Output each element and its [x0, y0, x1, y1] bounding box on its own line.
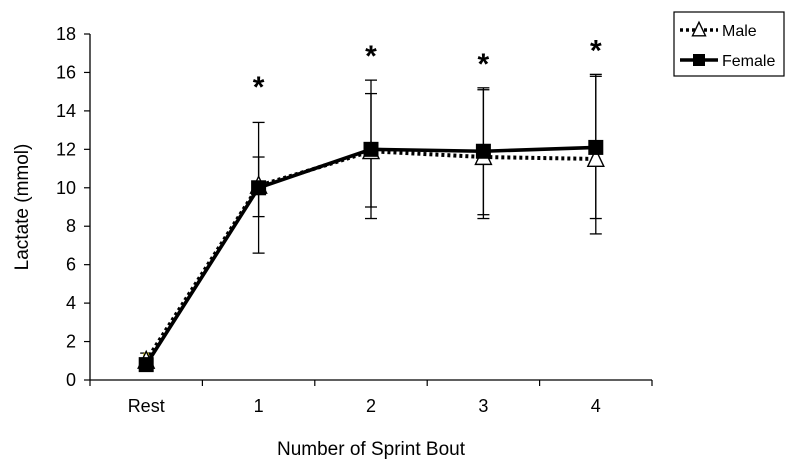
point-female-1: [251, 180, 267, 196]
y-tick-label: 6: [66, 255, 76, 275]
y-tick-label: 4: [66, 293, 76, 313]
x-tick-label: 4: [591, 396, 601, 416]
legend-marker-female: [693, 54, 705, 66]
legend-box: [673, 11, 785, 77]
y-tick-label: 14: [56, 101, 76, 121]
x-tick-label: 3: [478, 396, 488, 416]
error-bars: [140, 73, 602, 372]
x-tick-label: 2: [366, 396, 376, 416]
x-tick-label: Rest: [128, 396, 165, 416]
legend-label-male: Male: [722, 23, 757, 40]
point-female-rest: [138, 357, 154, 373]
legend: Male Female: [673, 11, 785, 77]
point-female-2: [363, 141, 379, 157]
y-tick-label: 16: [56, 62, 76, 82]
y-tick-label: 2: [66, 332, 76, 352]
y-tick-label: 18: [56, 24, 76, 44]
series-markers: [137, 139, 605, 373]
x-axis-title: Number of Sprint Bout: [277, 439, 466, 460]
significance-asterisk: *: [365, 40, 377, 73]
y-tick-label: 12: [56, 139, 76, 159]
legend-marker-male: [691, 20, 707, 37]
y-tick-label: 0: [66, 370, 76, 390]
y-tick-label: 8: [66, 216, 76, 236]
y-axis-ticks: 0 2 4 6 8 10 12 14 16 18: [56, 24, 90, 390]
significance-asterisk: *: [253, 71, 265, 104]
point-male-4: [586, 147, 605, 167]
x-axis-ticks: Rest 1 2 3 4: [89, 380, 653, 416]
point-female-3: [475, 143, 491, 159]
significance-asterisk: *: [478, 48, 490, 81]
point-female-4: [588, 139, 604, 155]
y-axis-title: Lactate (mmol): [12, 144, 33, 271]
legend-label-female: Female: [722, 53, 775, 70]
significance-markers: * * * *: [253, 34, 602, 104]
y-tick-label: 10: [56, 178, 76, 198]
x-tick-label: 1: [254, 396, 264, 416]
significance-asterisk: *: [590, 34, 602, 67]
